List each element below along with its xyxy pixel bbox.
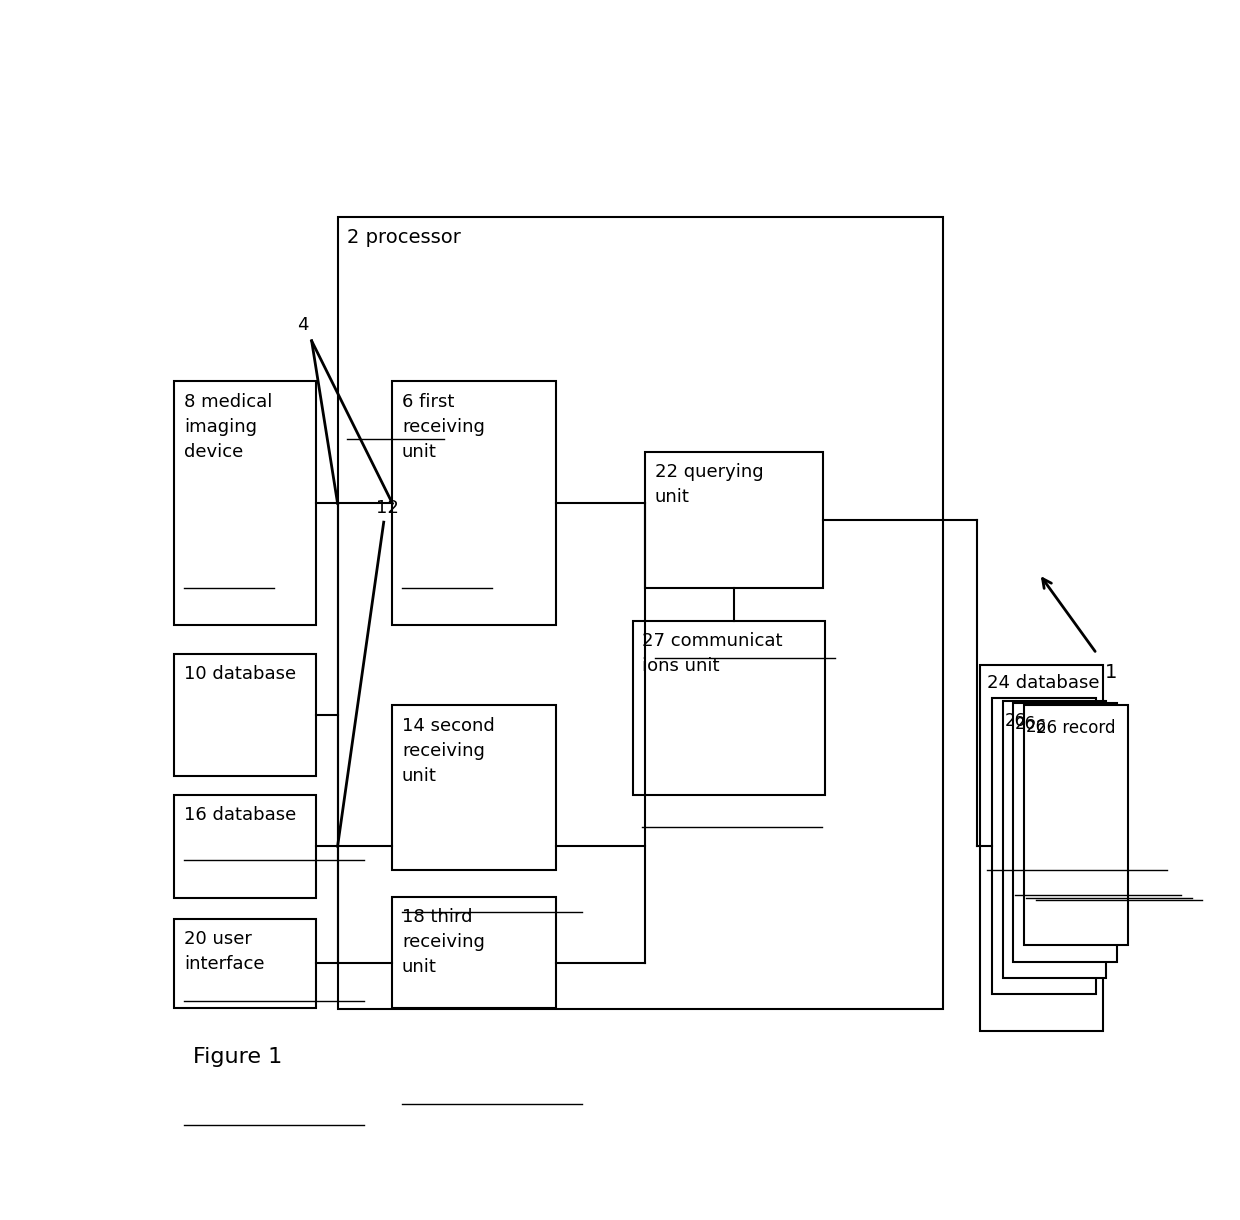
Text: 26 record: 26 record [1037, 720, 1116, 737]
Text: 16 database: 16 database [184, 806, 296, 824]
Text: 24 database: 24 database [987, 675, 1100, 692]
Text: 1: 1 [1105, 664, 1117, 682]
Text: 26: 26 [1016, 715, 1037, 733]
Text: 4: 4 [298, 316, 309, 334]
Bar [980, 665, 1102, 1031]
Bar [632, 621, 825, 794]
Bar [174, 919, 316, 1008]
Text: 18 third
receiving
unit: 18 third receiving unit [402, 908, 485, 976]
Bar [392, 705, 556, 870]
Text: 2 processor: 2 processor [347, 228, 461, 248]
Text: 12: 12 [376, 499, 399, 517]
Bar [1024, 705, 1127, 944]
Bar [1003, 700, 1106, 977]
Text: 14 second
receiving
unit: 14 second receiving unit [402, 716, 495, 784]
Bar [992, 698, 1096, 994]
Text: 22 querying
unit: 22 querying unit [655, 462, 764, 506]
Bar [337, 217, 944, 1009]
Bar [392, 382, 556, 626]
Bar [392, 897, 556, 1008]
Bar [174, 794, 316, 898]
Text: 8 medical
imaging
device: 8 medical imaging device [184, 393, 273, 460]
Bar [174, 382, 316, 626]
Text: 27 communicat
ions unit: 27 communicat ions unit [642, 632, 782, 675]
Text: 26: 26 [1004, 712, 1025, 730]
Text: 6 first
receiving
unit: 6 first receiving unit [402, 393, 485, 460]
Text: 20 user
interface: 20 user interface [184, 930, 264, 972]
Bar [174, 654, 316, 776]
Text: 26: 26 [1025, 717, 1047, 736]
Bar [1013, 704, 1117, 961]
Bar [645, 451, 823, 588]
Text: 10 database: 10 database [184, 665, 296, 683]
Text: Figure 1: Figure 1 [193, 1047, 283, 1068]
